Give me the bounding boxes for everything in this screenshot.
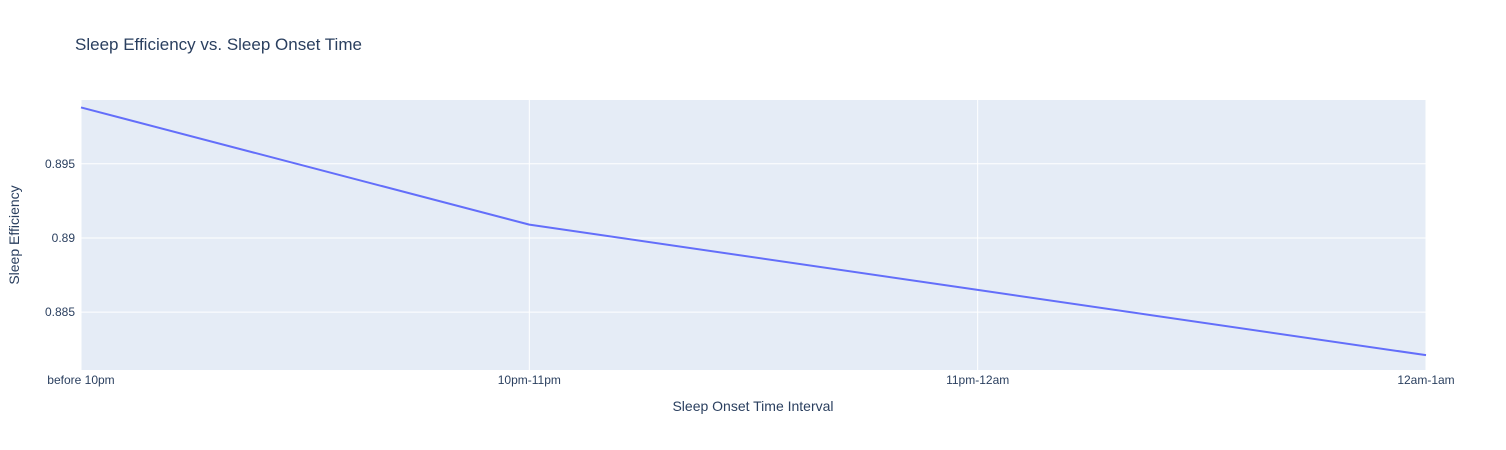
x-tick-label: before 10pm: [47, 373, 114, 387]
y-gridlines: [81, 163, 1426, 313]
series-layer: [80, 106, 1427, 357]
series-line: [80, 106, 1427, 357]
x-tick-label: 10pm-11pm: [498, 373, 561, 387]
chart-title: Sleep Efficiency vs. Sleep Onset Time: [75, 35, 362, 54]
x-gridlines: [80, 100, 1427, 370]
y-tick-label: 0.885: [45, 305, 75, 319]
x-axis-title: Sleep Onset Time Interval: [672, 398, 833, 414]
x-axis-ticks: before 10pm 10pm-11pm 11pm-12am 12am-1am: [47, 373, 1454, 387]
y-tick-label: 0.89: [52, 231, 76, 245]
plot-area: [81, 100, 1426, 370]
y-axis-title: Sleep Efficiency: [6, 185, 22, 284]
y-axis-ticks: 0.885 0.89 0.895: [45, 157, 75, 319]
y-tick-label: 0.895: [45, 157, 75, 171]
x-tick-label: 11pm-12am: [946, 373, 1009, 387]
x-tick-label: 12am-1am: [1397, 373, 1454, 387]
